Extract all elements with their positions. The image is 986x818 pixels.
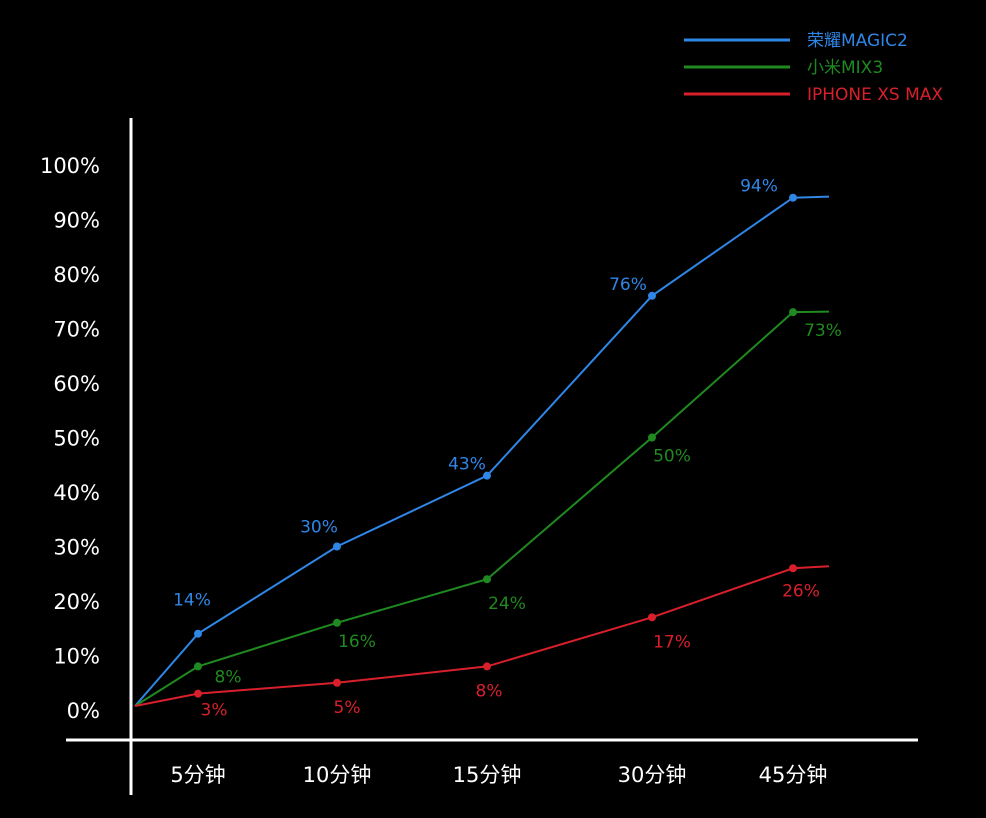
data-label: 17%	[653, 632, 691, 652]
x-tick-label: 10分钟	[303, 763, 372, 787]
data-point	[789, 308, 797, 317]
y-tick-label: 80%	[53, 263, 100, 287]
data-label: 8%	[476, 681, 503, 701]
y-tick-label: 20%	[53, 590, 100, 614]
data-point	[194, 662, 202, 671]
y-tick-label: 30%	[53, 536, 100, 560]
y-tick-label: 100%	[40, 154, 100, 178]
data-label: 94%	[740, 177, 778, 197]
y-tick-label: 10%	[53, 645, 100, 669]
x-tick-labels: 5分钟 10分钟 15分钟 30分钟 45分钟	[170, 763, 827, 787]
y-tick-label: 50%	[53, 427, 100, 451]
x-tick-label: 30分钟	[618, 763, 687, 787]
y-tick-label: 0%	[67, 699, 100, 723]
y-tick-label: 70%	[53, 318, 100, 342]
legend: 荣耀MAGIC2 小米MIX3 IPHONE XS MAX	[684, 31, 943, 105]
data-point	[194, 629, 202, 638]
data-point	[333, 542, 341, 551]
legend-entry: IPHONE XS MAX	[807, 85, 943, 105]
legend-entry: 小米MIX3	[807, 58, 883, 78]
data-label: 50%	[653, 447, 691, 467]
data-point	[648, 433, 656, 442]
series-lines	[134, 195, 830, 707]
data-label: 30%	[300, 518, 338, 538]
data-label: 26%	[782, 581, 820, 601]
data-point	[333, 618, 341, 627]
series-points	[194, 193, 797, 698]
data-point	[483, 575, 491, 584]
data-label: 76%	[609, 275, 647, 295]
y-tick-labels: 0% 10% 20% 30% 40% 50% 60% 70% 80% 90% 100%	[40, 154, 100, 723]
y-tick-label: 60%	[53, 372, 100, 396]
data-point	[483, 471, 491, 480]
data-label: 3%	[201, 701, 228, 721]
x-tick-label: 45分钟	[759, 763, 828, 787]
data-label: 43%	[448, 455, 486, 475]
data-label: 14%	[173, 591, 211, 611]
data-point	[789, 564, 797, 573]
series-line	[134, 310, 830, 707]
x-tick-label: 15分钟	[453, 763, 522, 787]
data-label: 24%	[488, 594, 526, 614]
y-tick-label: 40%	[53, 481, 100, 505]
data-point	[483, 662, 491, 671]
legend-entry: 荣耀MAGIC2	[807, 31, 908, 51]
x-tick-label: 5分钟	[170, 763, 225, 787]
data-label: 73%	[804, 321, 842, 341]
data-label: 16%	[338, 632, 376, 652]
data-point	[789, 193, 797, 202]
data-point	[333, 678, 341, 687]
data-point	[648, 613, 656, 622]
data-point	[194, 689, 202, 698]
y-tick-label: 90%	[53, 209, 100, 233]
data-point	[648, 291, 656, 300]
series-data-labels: 14% 30% 43% 76% 94% 8% 16% 24% 50% 73% 3% 5% 8% 17% 26…	[173, 177, 842, 721]
data-label: 5%	[334, 698, 361, 718]
data-label: 8%	[215, 667, 242, 687]
series-line	[134, 195, 830, 707]
